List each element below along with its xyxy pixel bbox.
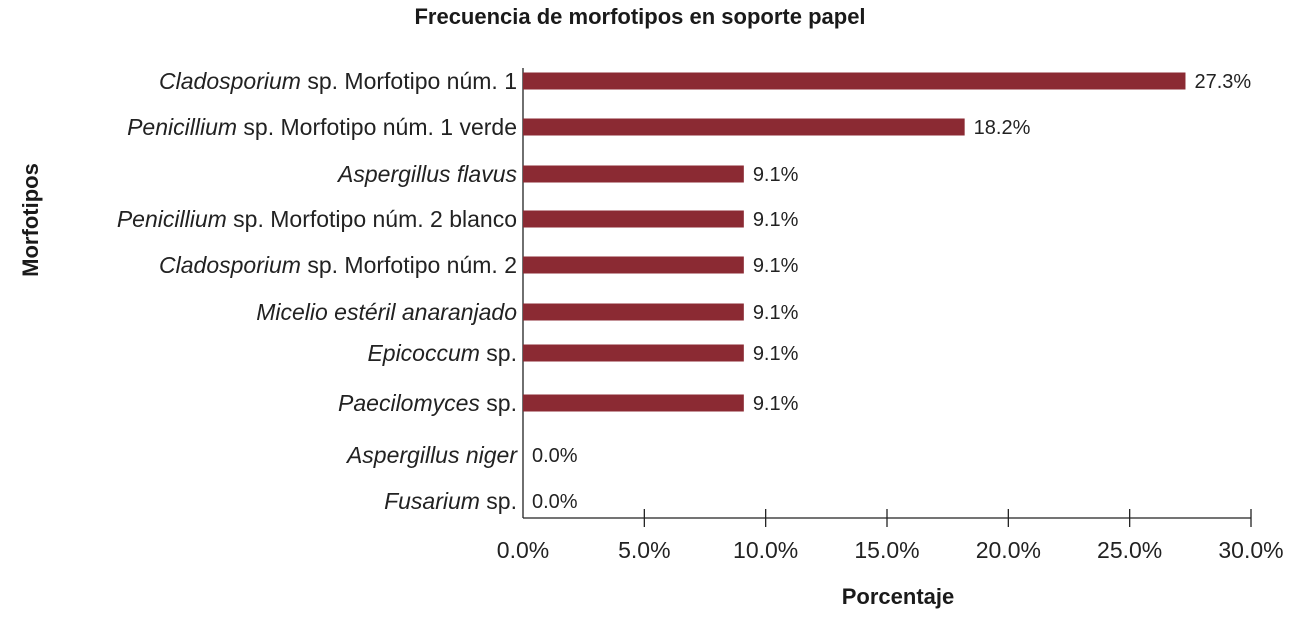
data-label: 9.1% (753, 393, 799, 415)
data-label: 27.3% (1194, 71, 1251, 93)
x-tick-label: 25.0% (1097, 537, 1162, 563)
bar (523, 394, 744, 412)
data-label: 9.1% (753, 209, 799, 231)
category-label: Aspergillus niger (345, 442, 518, 468)
x-tick-label: 5.0% (618, 537, 670, 563)
data-label: 0.0% (532, 445, 578, 467)
x-tick-label: 0.0% (497, 537, 549, 563)
data-label: 18.2% (974, 117, 1031, 139)
y-axis-label: Morfotipos (18, 163, 43, 277)
bar (523, 72, 1186, 90)
data-label: 9.1% (753, 255, 799, 277)
x-tick-label: 10.0% (733, 537, 798, 563)
data-label: 0.0% (532, 491, 578, 513)
x-tick-label: 15.0% (854, 537, 919, 563)
chart-marks: Cladosporium sp. Morfotipo núm. 1 27.3% Pe… (117, 68, 1284, 563)
bar (523, 344, 744, 362)
x-axis-label: Porcentaje (842, 584, 955, 609)
chart-title: Frecuencia de morfotipos en soporte pape… (414, 4, 865, 29)
data-label: 9.1% (753, 302, 799, 324)
category-label: Penicillium sp. Morfotipo núm. 1 verde (127, 114, 517, 140)
bar (523, 165, 744, 183)
data-label: 9.1% (753, 164, 799, 186)
category-label: Epicoccum sp. (367, 340, 517, 366)
category-label: Fusarium sp. (384, 488, 517, 514)
category-label: Cladosporium sp. Morfotipo núm. 2 (159, 252, 517, 278)
x-tick-label: 30.0% (1218, 537, 1283, 563)
x-tick-label: 20.0% (976, 537, 1041, 563)
bar (523, 256, 744, 274)
bar (523, 118, 965, 136)
bar (523, 303, 744, 321)
category-label: Penicillium sp. Morfotipo núm. 2 blanco (117, 206, 517, 232)
category-label: Micelio estéril anaranjado (256, 299, 517, 325)
bar (523, 210, 744, 228)
category-label: Cladosporium sp. Morfotipo núm. 1 (159, 68, 517, 94)
category-label: Aspergillus flavus (336, 161, 517, 187)
category-label: Paecilomyces sp. (338, 390, 517, 416)
data-label: 9.1% (753, 343, 799, 365)
